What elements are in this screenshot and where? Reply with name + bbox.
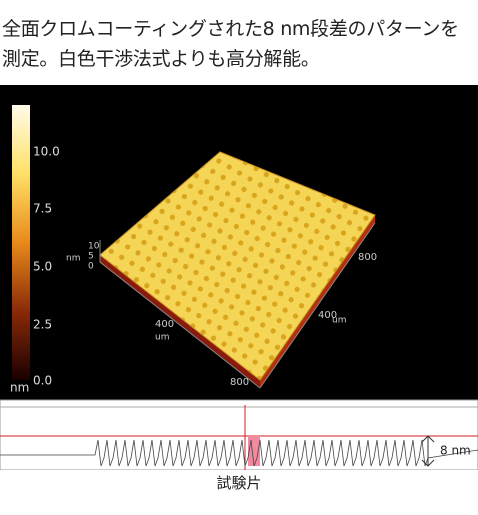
figure: 10.07.55.02.50.0nm1050nm400um800400um800… <box>0 85 478 470</box>
profile-trace <box>0 439 478 467</box>
colorbar <box>12 105 30 380</box>
figure-label: um <box>155 333 169 343</box>
figure-label: 5.0 <box>33 260 52 274</box>
figure-label: 10 <box>88 242 100 252</box>
step-arrow <box>421 435 435 467</box>
surface <box>99 151 376 381</box>
figure-label: um <box>332 316 346 326</box>
figure-label: 800 <box>358 252 377 263</box>
figure-label: 10.0 <box>33 145 60 159</box>
surface-side <box>260 215 375 388</box>
figure-label: 7.5 <box>33 202 52 216</box>
figure-label: nm <box>66 254 80 264</box>
profile-label: 8 nm <box>440 444 471 458</box>
figure-label: 2.5 <box>33 318 52 332</box>
heading-line: 全面クロムコーティングされた8 nm段差のパターンを <box>2 18 459 40</box>
figure-label: 0 <box>88 262 94 272</box>
caption: 試験片 <box>216 474 262 492</box>
surface-side <box>100 255 260 388</box>
figure-label: 5 <box>88 252 94 262</box>
heading-line: 測定。白色干渉法式よりも高分解能。 <box>2 48 320 70</box>
figure-label: 800 <box>230 377 249 388</box>
axis-lines <box>99 222 376 389</box>
figure-label: 400 <box>318 310 337 321</box>
figure-label: nm <box>10 381 29 395</box>
figure-label: 0.0 <box>33 374 52 388</box>
figure-label: 400 <box>155 319 174 330</box>
